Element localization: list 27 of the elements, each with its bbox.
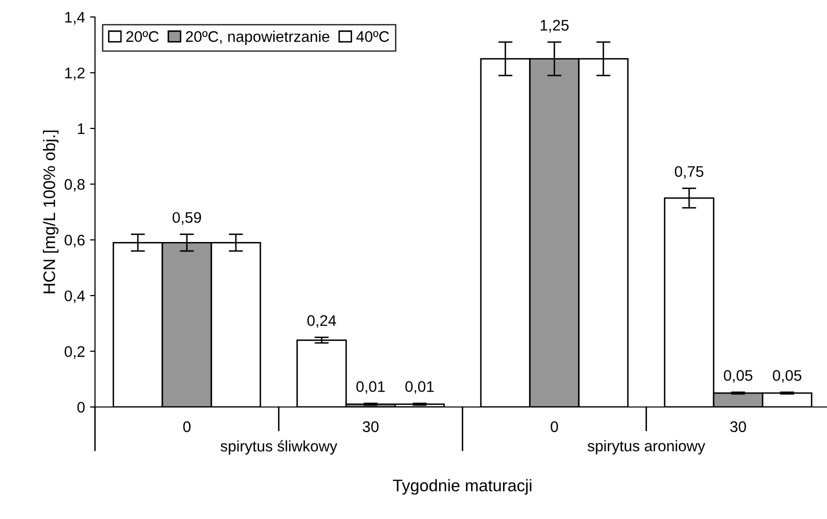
data-label: 0,05 [724, 370, 752, 383]
y-axis-title: HCN [mg/L 100% obj.] [42, 130, 58, 294]
text: spirytus aroniowy [588, 440, 706, 454]
legend-label: 20ºC, napowietrzanie [186, 30, 330, 45]
y-tick-label: 0,8 [64, 179, 85, 192]
legend-label: 40ºC [356, 31, 389, 42]
x-tick-label: 30 [362, 421, 379, 432]
x-tick-label: 30 [730, 421, 746, 432]
y-tick-label: 0 [77, 402, 85, 413]
data-label: 1,25 [540, 20, 569, 32]
y-tick-label: 1,2 [65, 68, 85, 80]
legend-label: 20ºC [126, 31, 159, 42]
text: spirytus śliwkowy [220, 440, 338, 455]
y-tick-label: 1 [78, 123, 85, 134]
data-label: 0,01 [405, 381, 434, 394]
x-axis-title: Tygodnie maturacji [392, 479, 532, 495]
y-tick-label: 0,2 [64, 346, 85, 359]
data-label: 0,59 [172, 212, 202, 225]
x-tick-label: 0 [183, 421, 191, 432]
x-tick-label: 0 [550, 421, 558, 432]
y-tick-label: 0,4 [64, 290, 85, 304]
y-tick-label: 0,6 [64, 234, 85, 248]
data-label: 0,75 [674, 166, 704, 179]
y-tick-label: 1,4 [65, 12, 85, 24]
data-label: 0,05 [772, 370, 802, 383]
data-label: 0,24 [307, 315, 336, 328]
data-label: 0,01 [356, 381, 385, 394]
